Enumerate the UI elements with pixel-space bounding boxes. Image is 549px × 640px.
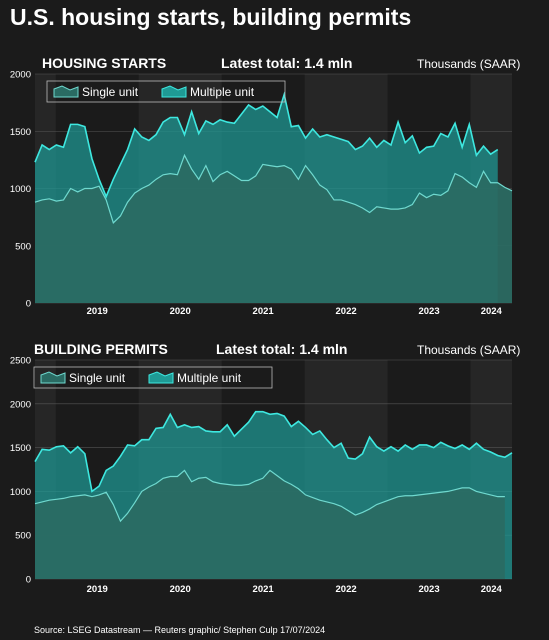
y-tick-label: 0 (26, 299, 31, 310)
legend-box (33, 366, 273, 389)
x-tick-label: 2020 (170, 306, 191, 317)
x-tick-label: 2022 (336, 584, 357, 595)
legend-swatch-single (40, 371, 66, 384)
legend-swatch-multiple (161, 85, 187, 98)
x-tick-label: 2019 (87, 584, 108, 595)
y-tick-label: 500 (15, 241, 31, 252)
chart2-title: BUILDING PERMITS (34, 341, 168, 357)
y-tick-label: 0 (26, 575, 31, 586)
single-unit-line (34, 469, 505, 523)
legend: Single unit Multiple unit (46, 80, 286, 103)
multiple-unit-line (34, 410, 513, 493)
chart1-subtitle: Latest total: 1.4 mln (221, 55, 353, 71)
y-tick-label: 2000 (10, 399, 31, 410)
y-tick-label: 2000 (10, 70, 31, 81)
x-tick-label: 2019 (87, 306, 108, 317)
chart2-unit-label: Thousands (SAAR) (417, 343, 521, 357)
legend-swatch-single (53, 85, 79, 98)
legend-box (46, 80, 286, 103)
y-tick-label: 1500 (10, 127, 31, 138)
x-tick-label: 2023 (418, 584, 439, 595)
y-tick-label: 500 (15, 531, 31, 542)
housing-starts-chart: 0 500 1000 1500 2000 2019 2020 2021 2022 2023 2024… (10, 70, 513, 317)
x-tick-label: 2021 (253, 584, 275, 595)
y-tick-label: 1500 (10, 443, 31, 454)
single-unit-area (35, 470, 505, 579)
chart1-unit-label: Thousands (SAAR) (417, 57, 521, 71)
chart2-subtitle: Latest total: 1.4 mln (216, 341, 348, 357)
legend-label: Single unit (82, 85, 139, 99)
x-tick-label: 2023 (418, 306, 439, 317)
y-tick-label: 1000 (10, 184, 31, 195)
legend-label: Multiple unit (177, 371, 242, 385)
single-unit-line (34, 153, 513, 224)
multiple-unit-line (34, 91, 499, 199)
y-tick-label: 2500 (10, 356, 31, 367)
page-title: U.S. housing starts, building permits (10, 4, 412, 30)
x-tick-label: 2024 (481, 306, 503, 317)
single-unit-area (35, 155, 512, 303)
y-tick-label: 1000 (10, 487, 31, 498)
x-tick-label: 2020 (170, 584, 191, 595)
x-tick-label: 2021 (253, 306, 275, 317)
legend-label: Single unit (69, 371, 126, 385)
x-tick-label: 2024 (481, 584, 503, 595)
legend: Single unit Multiple unit (33, 366, 273, 389)
source-note: Source: LSEG Datastream — Reuters graphi… (34, 625, 326, 635)
x-tick-label: 2022 (336, 306, 357, 317)
legend-swatch-multiple (148, 371, 174, 384)
legend-label: Multiple unit (190, 85, 255, 99)
chart1-title: HOUSING STARTS (42, 55, 167, 71)
